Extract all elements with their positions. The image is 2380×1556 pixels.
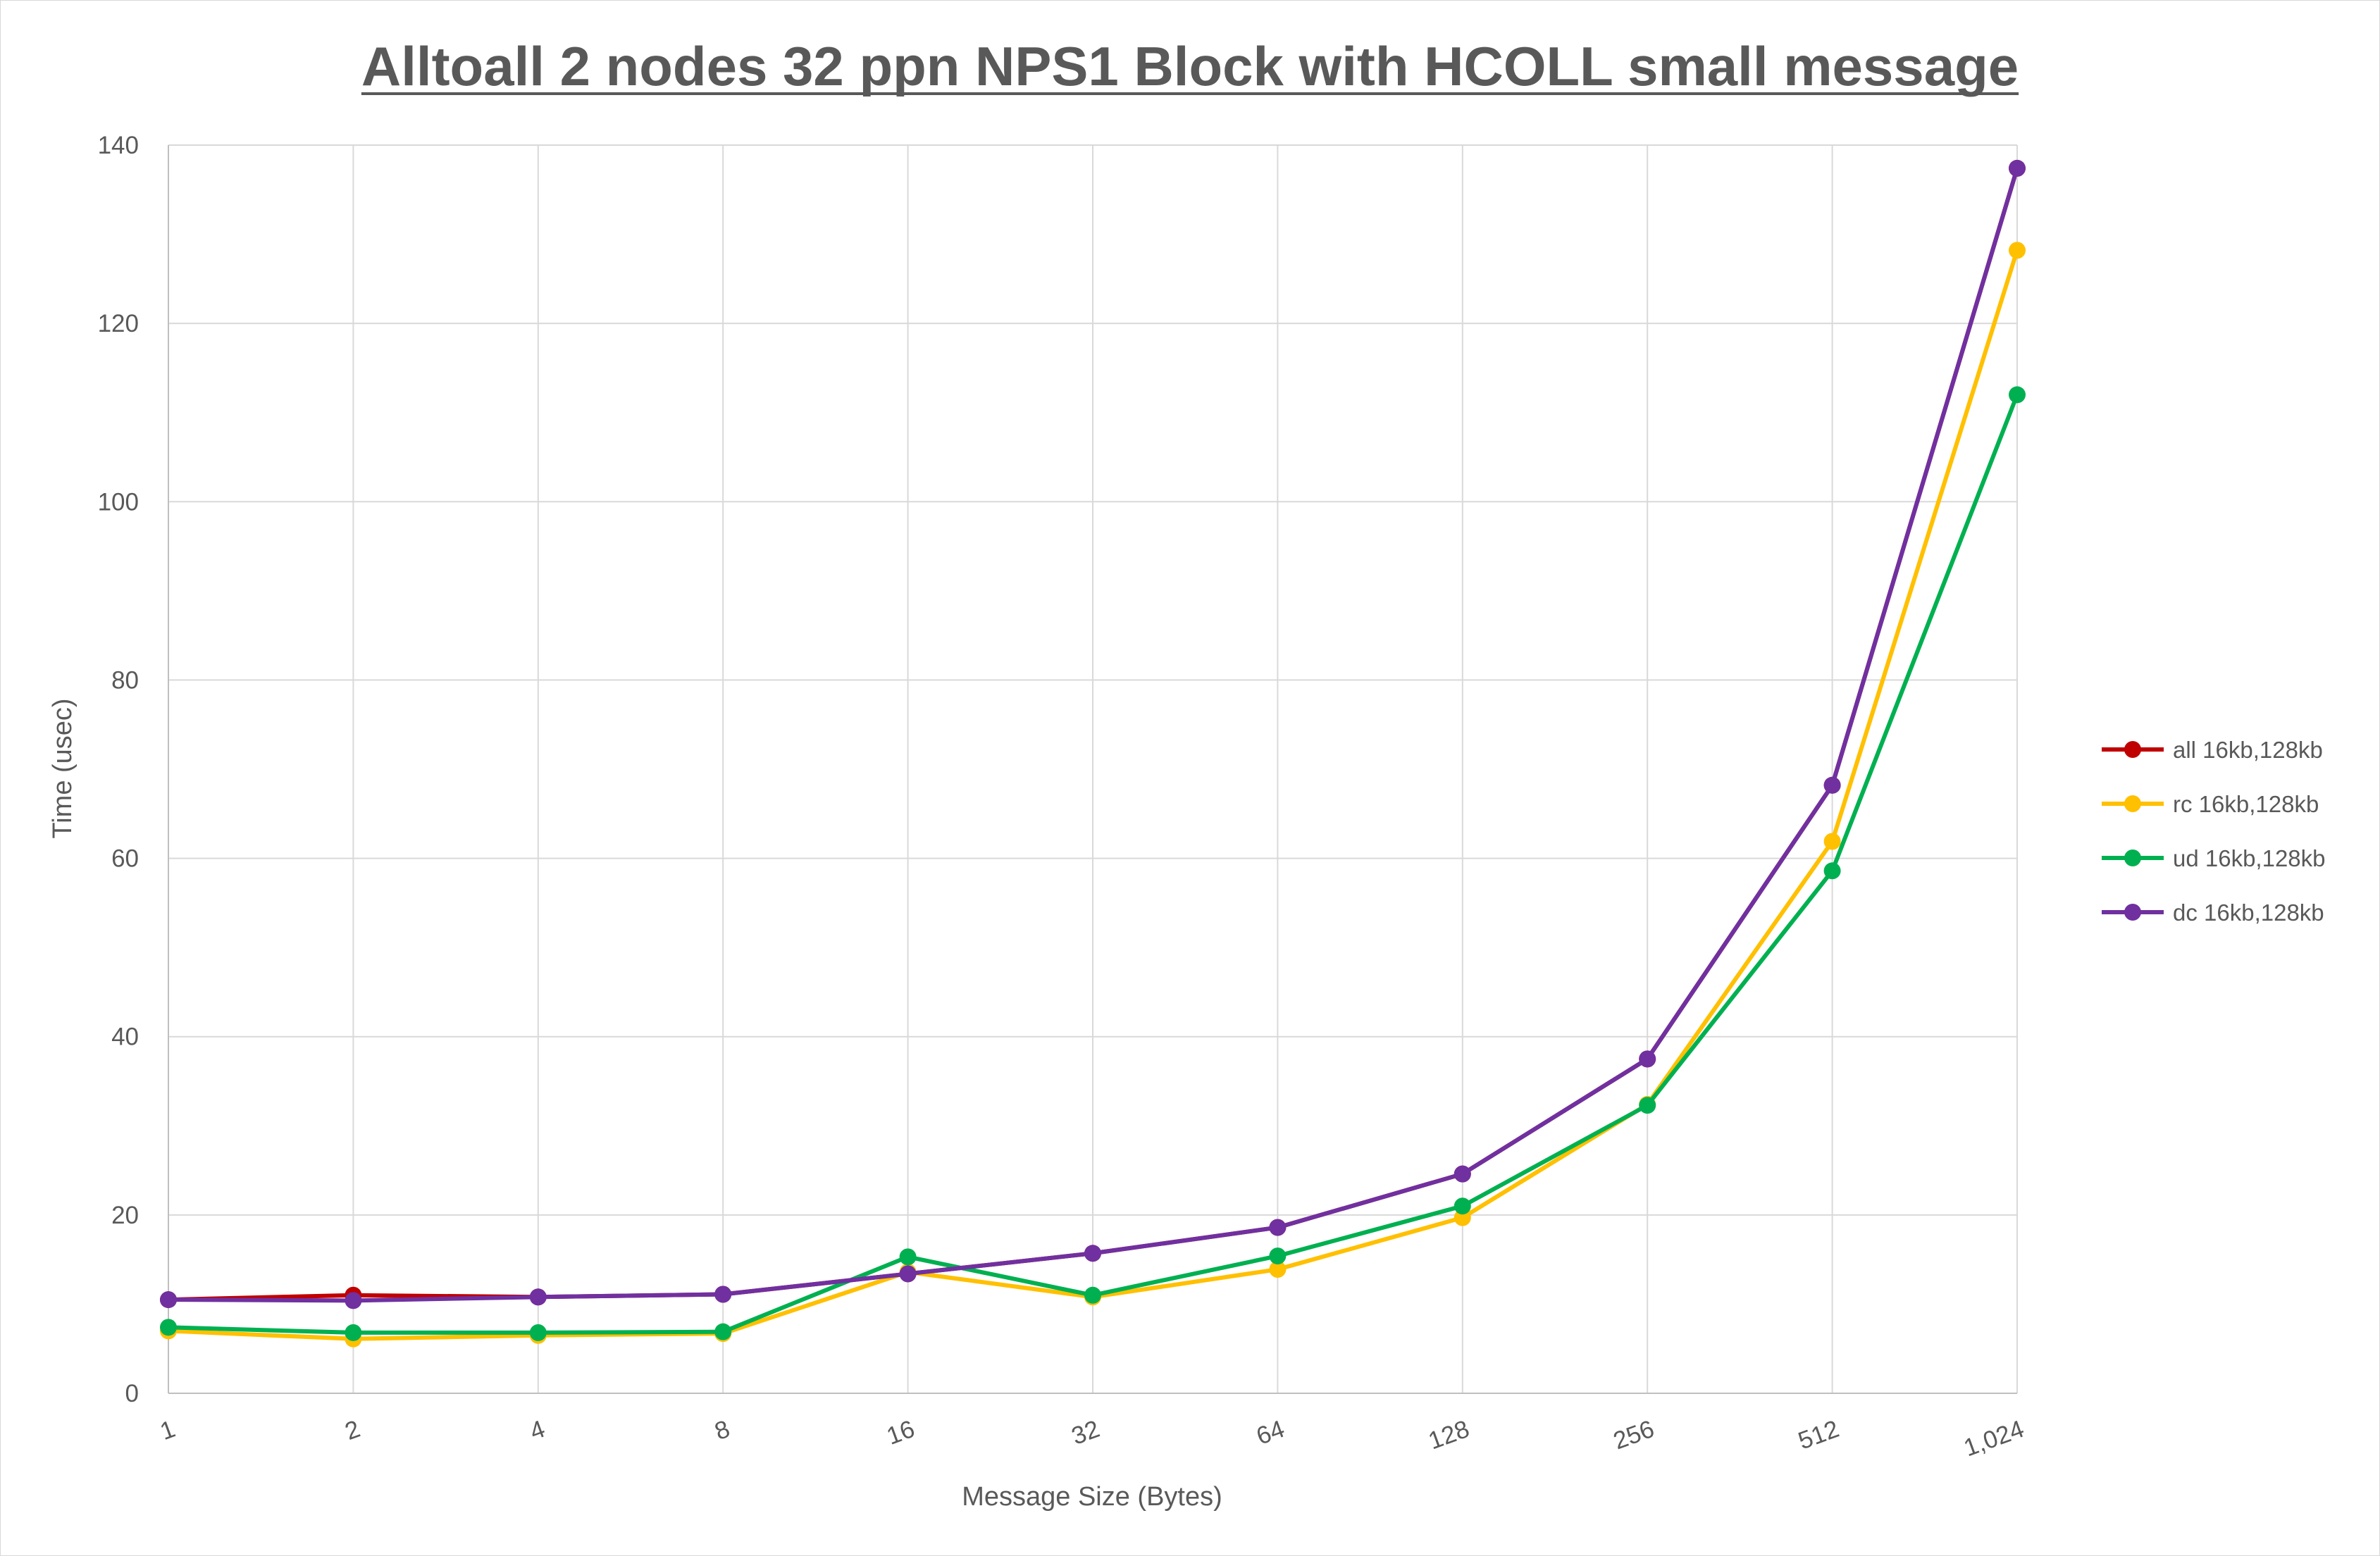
data-point (2009, 386, 2026, 404)
x-tick-label: 512 (1795, 1415, 1842, 1455)
data-point (1084, 1286, 1101, 1304)
x-tick-label: 1,024 (1960, 1415, 2028, 1462)
x-tick-label: 2 (342, 1415, 364, 1445)
y-tick-label: 100 (98, 488, 139, 516)
series-lines (160, 159, 2026, 1348)
data-point (1639, 1097, 1656, 1114)
legend-label: dc 16kb,128kb (2173, 900, 2324, 926)
y-tick-label: 80 (111, 666, 139, 694)
data-point (1639, 1050, 1656, 1068)
y-tick-label: 0 (125, 1380, 139, 1407)
data-point (529, 1288, 547, 1306)
legend-swatch-marker (2124, 849, 2141, 866)
legend-item: dc 16kb,128kb (2102, 900, 2324, 926)
data-point (1269, 1247, 1287, 1265)
data-point (1269, 1261, 1287, 1278)
legend-item: rc 16kb,128kb (2102, 791, 2319, 817)
x-tick-label: 1 (156, 1415, 179, 1445)
data-point (1269, 1219, 1287, 1236)
data-point (1454, 1209, 1471, 1226)
x-tick-label: 256 (1610, 1415, 1658, 1455)
y-tick-label: 140 (98, 132, 139, 159)
legend-swatch-marker (2124, 741, 2141, 758)
data-point (345, 1292, 362, 1309)
y-tick-label: 40 (111, 1023, 139, 1051)
x-tick-label: 4 (526, 1415, 549, 1445)
legend-item: all 16kb,128kb (2102, 737, 2323, 763)
data-point (1454, 1197, 1471, 1215)
x-tick-label: 16 (883, 1415, 918, 1450)
x-tick-label: 8 (711, 1415, 733, 1445)
x-tick-label: 64 (1253, 1415, 1288, 1450)
data-point (1823, 833, 1841, 850)
legend-label: all 16kb,128kb (2173, 737, 2323, 763)
legend-label: ud 16kb,128kb (2173, 845, 2326, 871)
legend: all 16kb,128kb rc 16kb,128kb ud 16kb,128kb… (2102, 737, 2326, 926)
x-tick-label: 128 (1425, 1415, 1473, 1455)
x-axis-title: Message Size (Bytes) (962, 1482, 1222, 1512)
data-point (529, 1324, 547, 1341)
gridlines (168, 144, 2018, 1393)
tick-labels: 0 20 40 60 80 100 120 140 1 2 4 8 16 32 64 128 256 512 1,0… (98, 132, 2028, 1462)
data-point (714, 1323, 732, 1340)
data-point (160, 1319, 177, 1336)
axes (168, 145, 2017, 1394)
legend-swatch-marker (2124, 904, 2141, 921)
data-point (899, 1265, 917, 1283)
y-tick-label: 20 (111, 1202, 139, 1229)
series-2 (160, 386, 2026, 1341)
y-tick-label: 60 (111, 845, 139, 873)
data-point (1084, 1245, 1101, 1262)
data-point (2009, 242, 2026, 259)
data-point (1823, 776, 1841, 794)
y-tick-label: 120 (98, 310, 139, 337)
data-point (1823, 862, 1841, 880)
legend-item: ud 16kb,128kb (2102, 845, 2326, 871)
series-3 (160, 159, 2026, 1309)
legend-label: rc 16kb,128kb (2173, 791, 2319, 817)
data-point (899, 1248, 917, 1266)
data-point (2009, 159, 2026, 177)
legend-swatch-marker (2124, 795, 2141, 812)
data-point (1454, 1165, 1471, 1183)
chart-title: Alltoall 2 nodes 32 ppn NPS1 Block with … (361, 35, 2019, 97)
x-tick-label: 32 (1068, 1415, 1103, 1450)
y-axis-title: Time (usec) (48, 698, 78, 838)
data-point (714, 1286, 732, 1303)
data-point (160, 1291, 177, 1309)
data-point (345, 1324, 362, 1341)
